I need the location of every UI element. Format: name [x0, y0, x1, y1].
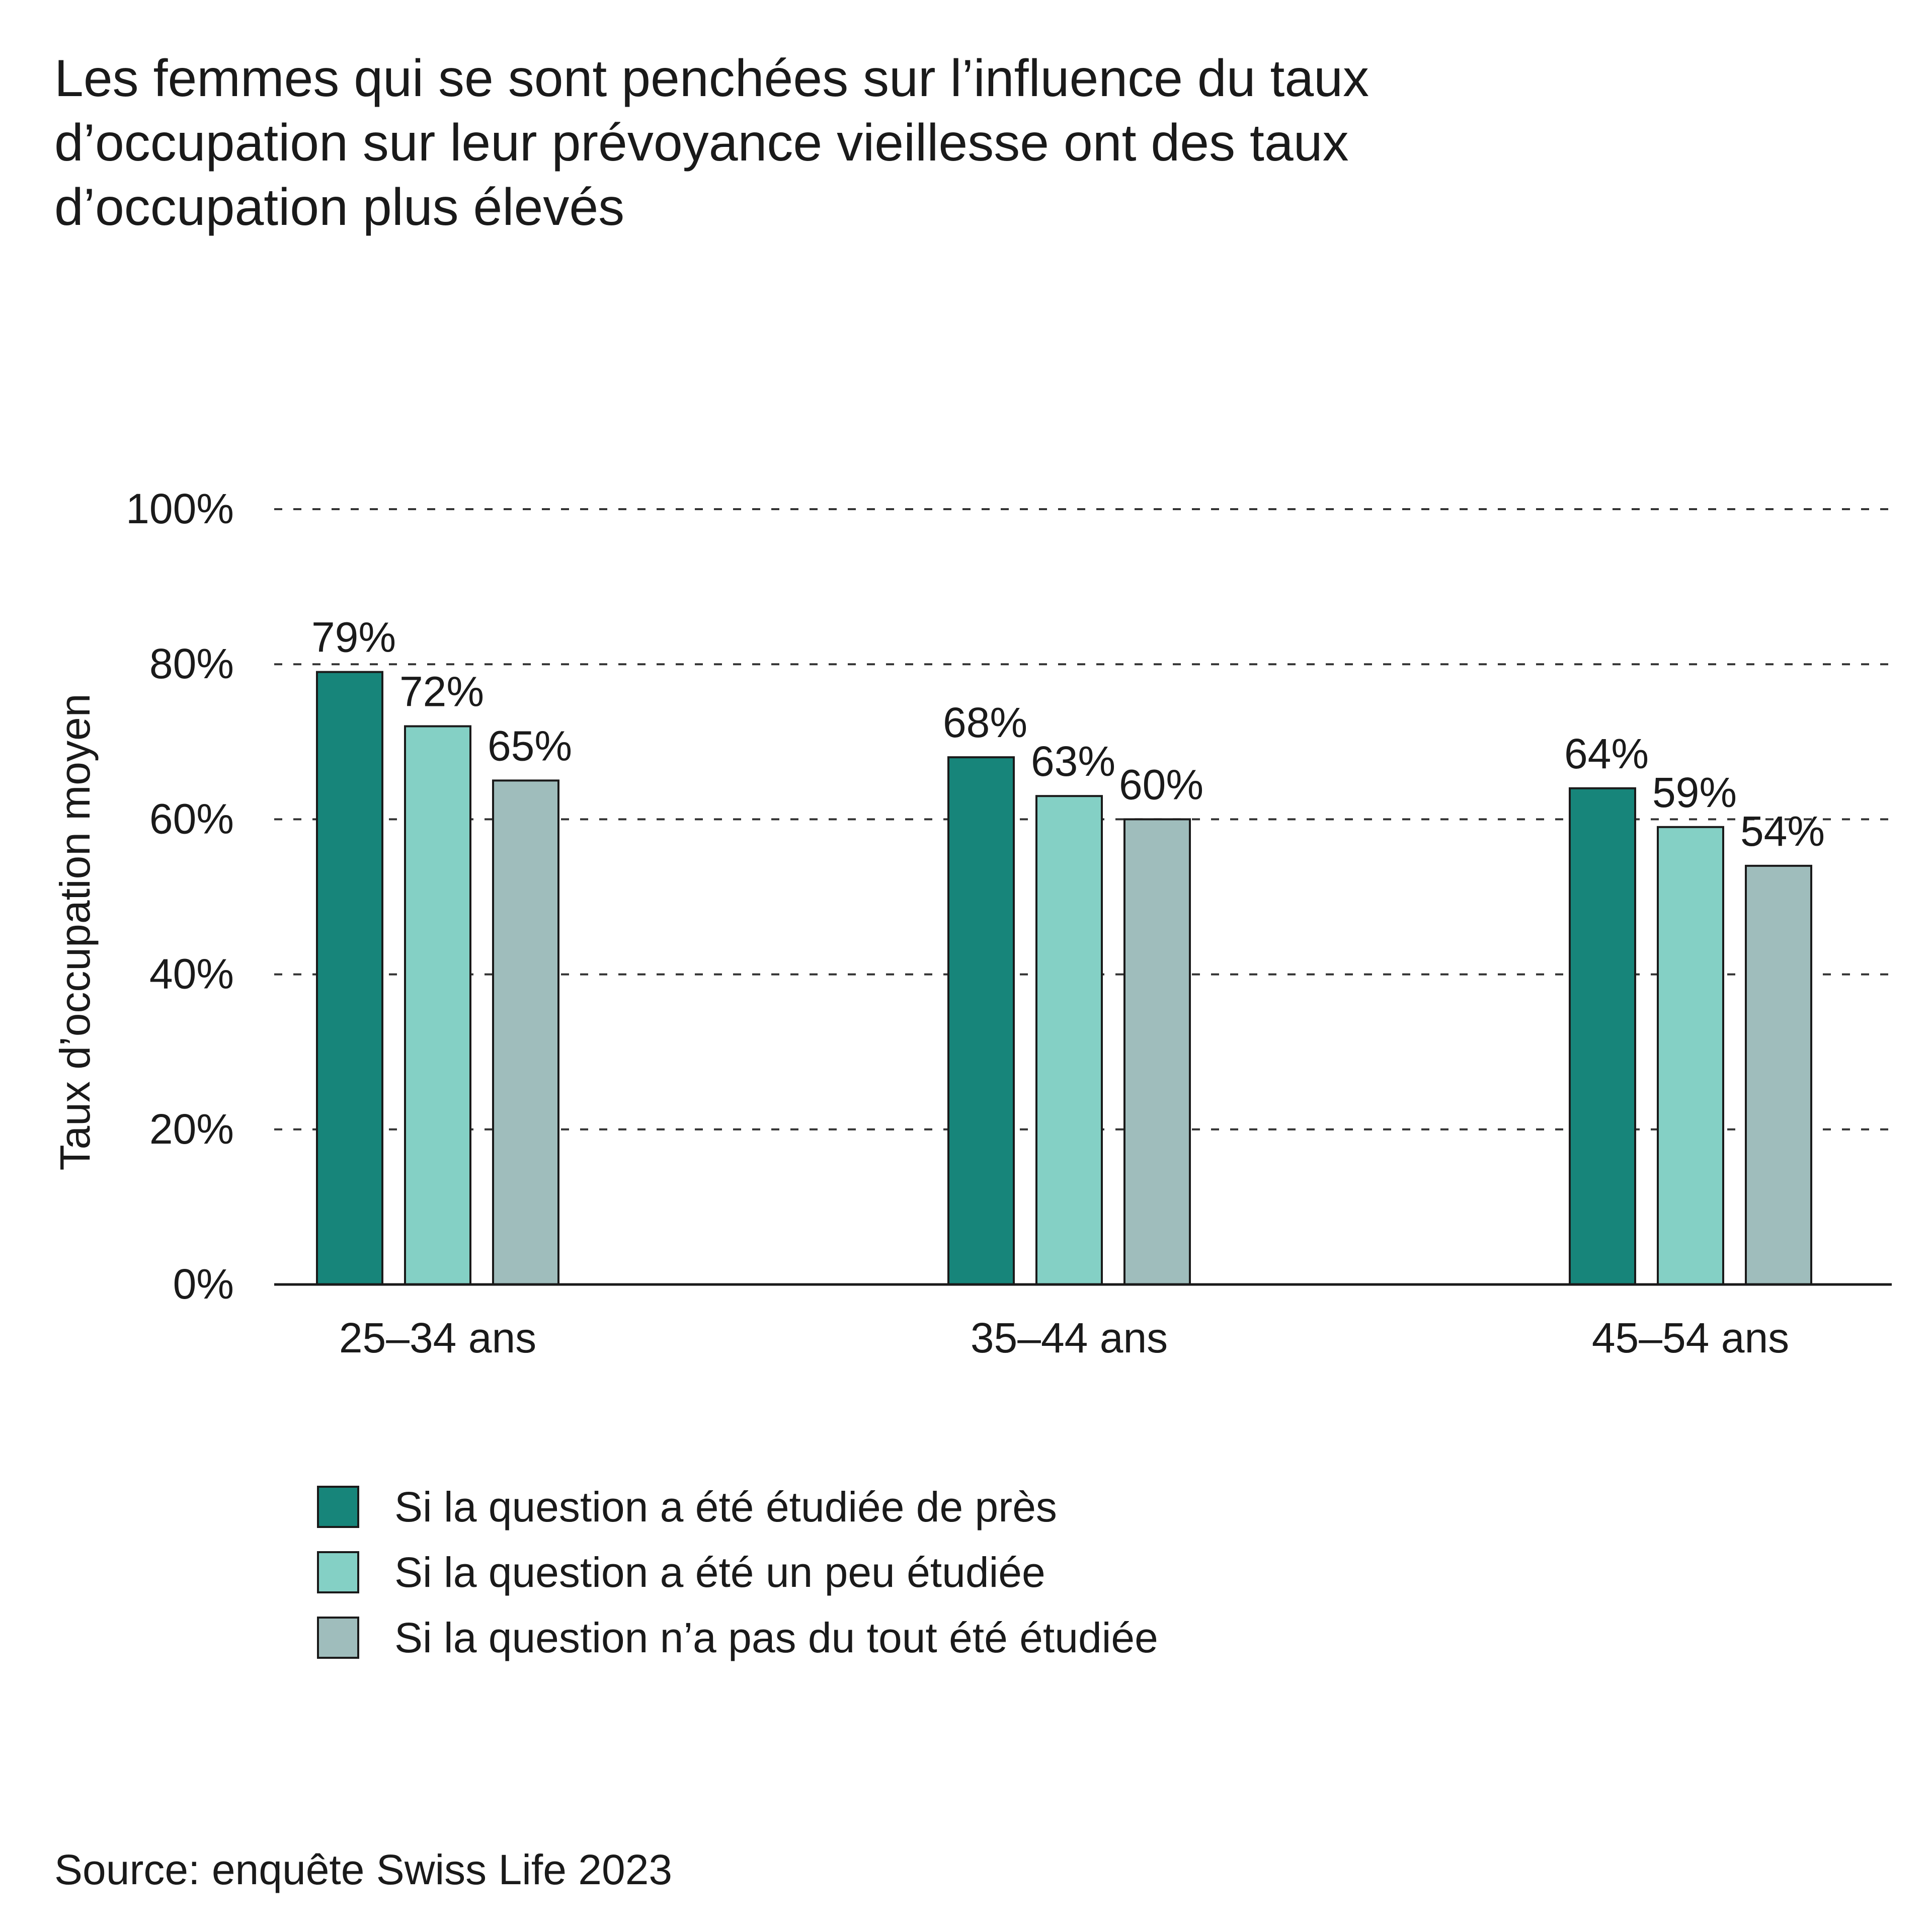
legend-swatch-studied-closely	[317, 1486, 359, 1528]
bar	[1569, 787, 1636, 1285]
x-tick-label: 35–44 ans	[971, 1314, 1168, 1361]
data-label: 64%	[1564, 730, 1649, 777]
data-label: 54%	[1740, 808, 1825, 855]
bar	[1035, 795, 1103, 1286]
y-tick-label: 20%	[149, 1105, 234, 1153]
bar	[1123, 818, 1191, 1285]
legend-item-studied-a-little: Si la question a été un peu étudiée	[317, 1540, 1158, 1605]
x-tick-label: 45–54 ans	[1592, 1314, 1789, 1361]
y-tick-label: 60%	[149, 795, 234, 842]
legend: Si la question a été étudiée de près Si …	[317, 1474, 1158, 1670]
legend-label-not-studied: Si la question n’a pas du tout été étudi…	[394, 1614, 1158, 1661]
data-label: 65%	[488, 722, 572, 769]
bar	[1745, 864, 1812, 1285]
data-label: 63%	[1031, 738, 1115, 785]
bar	[1657, 826, 1724, 1286]
bar	[404, 725, 471, 1285]
legend-label-studied-closely: Si la question a été étudiée de près	[394, 1483, 1057, 1531]
bar	[492, 779, 559, 1285]
y-axis-label: Taux d’occupation moyen	[51, 694, 99, 1171]
legend-swatch-not-studied	[317, 1617, 359, 1659]
data-label: 68%	[943, 699, 1027, 746]
source-note: Source: enquête Swiss Life 2023	[54, 1846, 673, 1893]
y-tick-label: 40%	[149, 950, 234, 998]
legend-label-studied-a-little: Si la question a été un peu étudiée	[394, 1548, 1045, 1596]
legend-swatch-studied-a-little	[317, 1551, 359, 1593]
legend-item-studied-closely: Si la question a été étudiée de près	[317, 1474, 1158, 1540]
data-label: 60%	[1119, 761, 1203, 808]
y-tick-label: 100%	[126, 485, 234, 532]
y-tick-label: 80%	[149, 640, 234, 687]
bar	[947, 756, 1015, 1285]
data-label: 59%	[1652, 769, 1737, 816]
chart-title: Les femmes qui se sont penchées sur l’in…	[54, 49, 1370, 236]
data-label: 79%	[311, 614, 396, 661]
x-tick-label: 25–34 ans	[339, 1314, 536, 1361]
data-label: 72%	[399, 668, 484, 715]
legend-item-not-studied: Si la question n’a pas du tout été étudi…	[317, 1605, 1158, 1670]
y-tick-label: 0%	[173, 1260, 234, 1308]
bar	[316, 671, 383, 1285]
